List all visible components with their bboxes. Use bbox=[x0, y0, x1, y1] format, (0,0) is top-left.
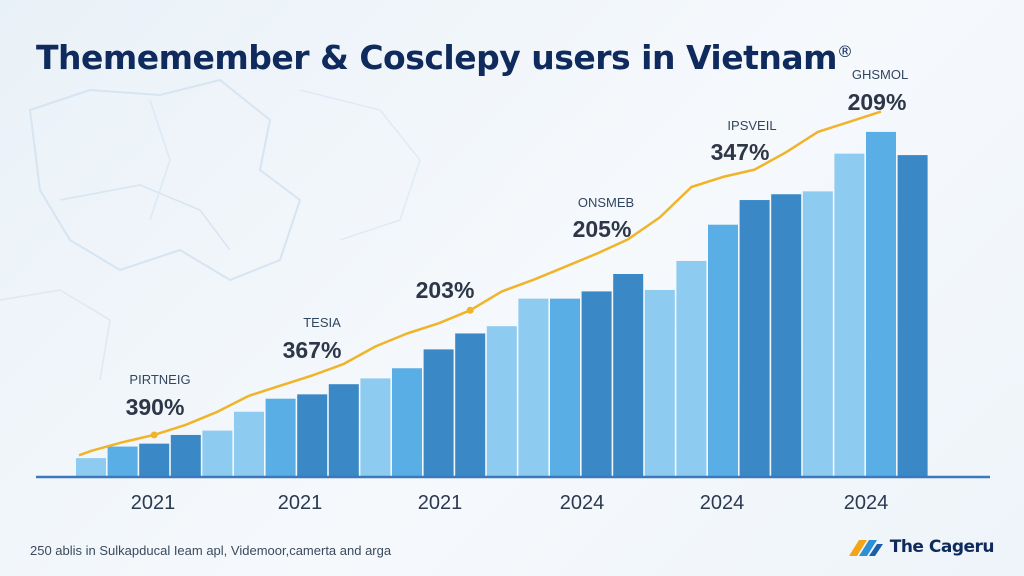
footnote: 250 ablis in Sulkapducal Ieam apl, Videm… bbox=[30, 543, 392, 558]
bar bbox=[328, 384, 359, 477]
bar bbox=[739, 200, 770, 478]
bar bbox=[834, 153, 865, 477]
x-tick-label: 2024 bbox=[844, 492, 889, 514]
bar bbox=[866, 131, 896, 477]
trend-point bbox=[466, 306, 474, 314]
bar bbox=[107, 446, 138, 477]
annotation-value: 209% bbox=[848, 89, 907, 115]
annotation-label: IPSVEIL bbox=[727, 118, 776, 133]
annotation-label: TESIA bbox=[303, 315, 341, 330]
bar bbox=[455, 333, 486, 477]
bar bbox=[771, 194, 802, 477]
x-tick-label: 2024 bbox=[700, 492, 745, 514]
chart-title-text: Thememember & Cosclepy users in Vietnam bbox=[36, 38, 838, 77]
bar bbox=[802, 191, 833, 477]
bar bbox=[518, 298, 549, 477]
bar bbox=[550, 298, 580, 477]
annotation-value: 203% bbox=[416, 277, 475, 303]
annotation-value: 205% bbox=[573, 216, 632, 242]
bar bbox=[486, 326, 517, 477]
bar bbox=[676, 260, 707, 477]
bar bbox=[234, 411, 264, 477]
bar bbox=[897, 155, 928, 477]
chart-title: Thememember & Cosclepy users in Vietnam® bbox=[36, 38, 853, 77]
bar bbox=[202, 430, 233, 477]
bar bbox=[644, 289, 675, 477]
annotation-value: 367% bbox=[283, 337, 342, 363]
bar bbox=[139, 443, 170, 477]
bar bbox=[581, 291, 612, 477]
brand-name: The Cageru bbox=[889, 537, 995, 557]
annotation-value: 347% bbox=[711, 139, 770, 165]
bar bbox=[360, 378, 391, 477]
trend-point bbox=[150, 431, 158, 439]
annotation-label: PIRTNEIG bbox=[129, 372, 190, 387]
brand-logo: The Cageru bbox=[847, 536, 995, 558]
annotation-value: 390% bbox=[126, 394, 185, 420]
x-tick-label: 2021 bbox=[131, 492, 176, 514]
x-tick-label: 2024 bbox=[560, 492, 605, 514]
x-tick-label: 2021 bbox=[418, 492, 463, 514]
bar bbox=[613, 274, 644, 477]
registered-mark: ® bbox=[837, 42, 853, 61]
bar bbox=[265, 398, 296, 477]
bar bbox=[297, 394, 328, 477]
bar bbox=[708, 224, 738, 477]
bar bbox=[392, 368, 422, 477]
brand-swoosh-icon bbox=[848, 540, 883, 556]
bar bbox=[76, 458, 106, 477]
x-tick-label: 2021 bbox=[278, 492, 323, 514]
bar bbox=[423, 349, 454, 477]
bar bbox=[170, 434, 201, 477]
annotation-label: ONSMEB bbox=[578, 195, 634, 210]
annotation-label: GHSMOL bbox=[852, 67, 908, 82]
